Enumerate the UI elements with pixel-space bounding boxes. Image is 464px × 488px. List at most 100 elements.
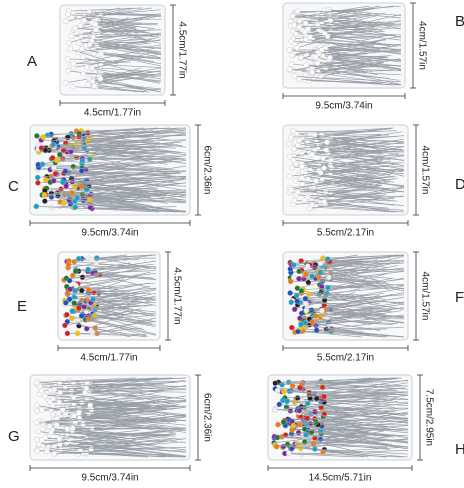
pin [319, 387, 406, 399]
pin [321, 310, 405, 318]
pin [320, 272, 405, 290]
pin-head [60, 147, 67, 154]
pin [291, 327, 387, 338]
pin [299, 26, 390, 36]
pin-head [302, 295, 309, 302]
pin [309, 307, 379, 325]
pin [46, 451, 158, 456]
pin [100, 70, 162, 80]
pin-head [69, 425, 76, 432]
pin-head [63, 300, 69, 306]
pin-head [303, 432, 309, 438]
pin [309, 310, 405, 324]
pin-head [291, 146, 297, 152]
pin [295, 141, 383, 154]
pin-head [72, 204, 79, 211]
pin-head [88, 446, 94, 452]
pin-head [283, 404, 290, 410]
pin [301, 377, 401, 385]
pin-head [83, 385, 90, 392]
pin [295, 150, 379, 165]
pin-head [303, 62, 309, 68]
pin [321, 277, 405, 293]
pin-head [286, 47, 293, 53]
pin-head [301, 426, 308, 433]
pin [315, 62, 402, 66]
pin [293, 198, 381, 205]
pin-head [41, 192, 48, 198]
pin-head [314, 60, 321, 66]
pin-head [298, 310, 305, 317]
pin [291, 264, 365, 271]
pin-head [69, 446, 76, 453]
pin [53, 167, 180, 172]
pin-head [74, 330, 81, 337]
pin-head [48, 429, 54, 436]
pin [87, 260, 157, 272]
pin-head [50, 164, 57, 171]
pin [296, 277, 394, 296]
pin [60, 389, 187, 393]
pin [98, 74, 161, 83]
pin [62, 176, 187, 183]
pin [92, 22, 146, 40]
pin [299, 78, 400, 86]
pin [292, 16, 383, 24]
pin [276, 436, 358, 448]
pin-head [34, 448, 40, 454]
pin-head [309, 151, 316, 158]
pin [93, 20, 155, 30]
pin [301, 148, 402, 155]
height-label: 4.5cm/1.77in [171, 267, 182, 324]
pin-head [70, 83, 76, 90]
pin-head [306, 205, 313, 212]
pin [290, 292, 372, 296]
pin-head [98, 62, 104, 69]
pin [84, 303, 137, 308]
pin-head [64, 56, 71, 62]
pin-head [287, 134, 294, 140]
pin [297, 178, 395, 193]
pin-head [91, 83, 98, 89]
pin [59, 444, 146, 455]
pin [79, 127, 159, 134]
pin [294, 12, 350, 25]
pin-head [49, 155, 56, 161]
pin-head [78, 287, 85, 294]
pin-head [303, 307, 310, 314]
pin [301, 406, 409, 424]
pin [42, 192, 158, 196]
pin-head [89, 270, 96, 277]
pin [67, 428, 187, 444]
pin-head [304, 194, 311, 200]
pin-head [316, 26, 322, 33]
pin [96, 43, 162, 55]
pin [84, 13, 137, 29]
pin [86, 377, 166, 389]
pin-head [39, 161, 46, 168]
pin [98, 299, 157, 312]
pin [307, 403, 409, 420]
pin [308, 69, 402, 76]
pin [317, 58, 402, 64]
pin-head [287, 153, 293, 160]
pin [309, 391, 409, 393]
pin-head [272, 380, 279, 386]
pin [92, 79, 162, 93]
pin [289, 390, 362, 397]
pin-box [59, 4, 166, 96]
pin-head [291, 22, 297, 28]
pin [300, 310, 392, 323]
pin [308, 268, 369, 283]
pin [65, 7, 131, 22]
pin [325, 48, 402, 59]
pin [86, 45, 162, 51]
pin-head [317, 260, 324, 267]
pin-head [63, 18, 69, 25]
pin-head [326, 274, 332, 281]
pin-head [34, 133, 40, 139]
width-label: 5.5cm/2.17in [317, 353, 374, 364]
pin [95, 86, 150, 93]
pin-head [296, 407, 303, 414]
pin [331, 146, 405, 162]
